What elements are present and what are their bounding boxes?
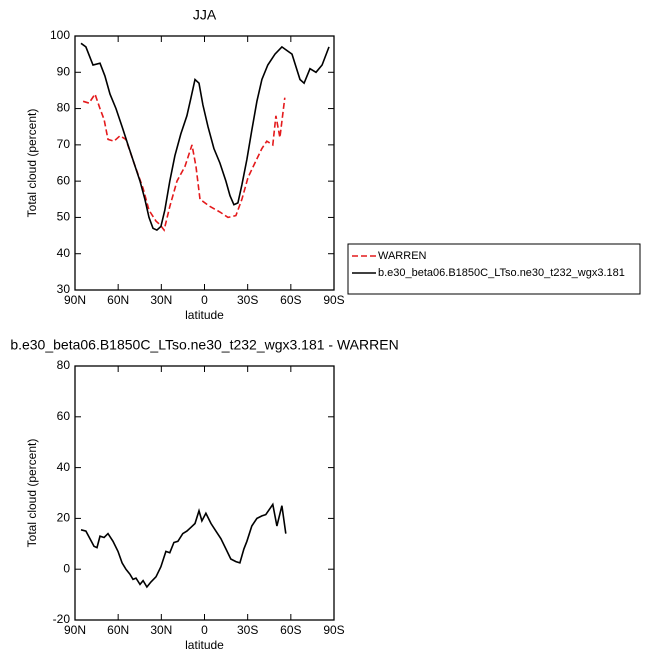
x-tick-label: 90N: [64, 293, 86, 307]
legend-frame: [347, 243, 641, 295]
y-tick-label: 0: [63, 561, 70, 575]
x-tick-label: 0: [201, 623, 208, 637]
y-tick-label: 30: [57, 282, 71, 296]
y-tick-label: 80: [57, 101, 71, 115]
y-tick-label: 60: [57, 409, 71, 423]
chart-title: b.e30_beta06.B1850C_LTso.ne30_t232_wgx3.…: [10, 337, 398, 353]
x-tick-label: 30N: [150, 623, 172, 637]
y-axis-label: Total cloud (percent): [25, 439, 39, 548]
x-tick-label: 60S: [280, 293, 301, 307]
x-tick-label: 90S: [323, 293, 344, 307]
data-line: [82, 92, 286, 232]
y-tick-label: 90: [57, 64, 71, 78]
y-tick-label: -20: [53, 612, 71, 626]
x-axis-label: latitude: [185, 638, 224, 652]
y-tick-label: 70: [57, 137, 71, 151]
plot-frame: [74, 365, 335, 621]
chart-title: JJA: [193, 7, 217, 23]
y-tick-label: 20: [57, 511, 71, 525]
x-tick-label: 60N: [107, 623, 129, 637]
y-axis-label: Total cloud (percent): [25, 109, 39, 218]
y-tick-label: 60: [57, 173, 71, 187]
y-tick-label: 40: [57, 246, 71, 260]
data-line: [80, 502, 287, 589]
x-tick-label: 60S: [280, 623, 301, 637]
x-tick-label: 60N: [107, 293, 129, 307]
x-tick-label: 30S: [237, 293, 258, 307]
x-axis-label: latitude: [185, 308, 224, 322]
y-tick-label: 40: [57, 460, 71, 474]
y-tick-label: 80: [57, 358, 71, 372]
x-tick-label: 90N: [64, 623, 86, 637]
y-tick-label: 100: [50, 28, 70, 42]
x-tick-label: 30N: [150, 293, 172, 307]
data-line: [80, 42, 330, 232]
x-tick-label: 90S: [323, 623, 344, 637]
x-tick-label: 30S: [237, 623, 258, 637]
plot-frame: [74, 35, 335, 291]
x-tick-label: 0: [201, 293, 208, 307]
legend-label: b.e30_beta06.B1850C_LTso.ne30_t232_wgx3.…: [378, 267, 625, 279]
legend-label: WARREN: [378, 250, 427, 262]
y-tick-label: 50: [57, 210, 71, 224]
